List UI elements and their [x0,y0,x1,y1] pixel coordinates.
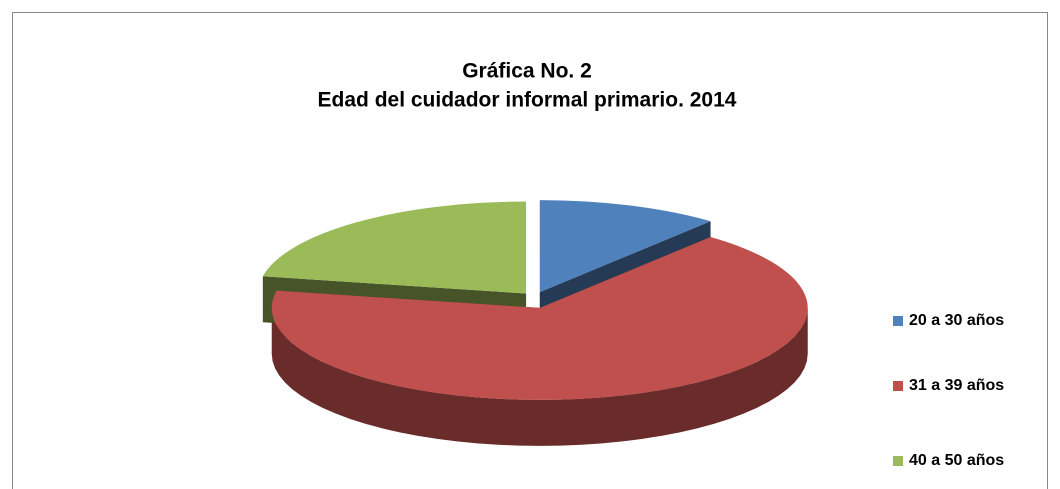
legend-label: 20 a 30 años [909,312,1004,329]
slice-wall [271,307,808,446]
chart-title: Gráfica No. 2 [462,60,592,83]
pie-slice [539,200,711,293]
legend-label: 40 a 50 años [909,452,1004,469]
legend-label: 31 a 39 años [909,377,1004,394]
legend-swatch [893,456,903,466]
pie-slice [271,237,808,400]
legend-swatch [893,316,903,326]
chart-subtitle: Edad del cuidador informal primario. 201… [318,89,737,112]
legend-swatch [893,381,903,391]
pie-slice [262,201,527,294]
